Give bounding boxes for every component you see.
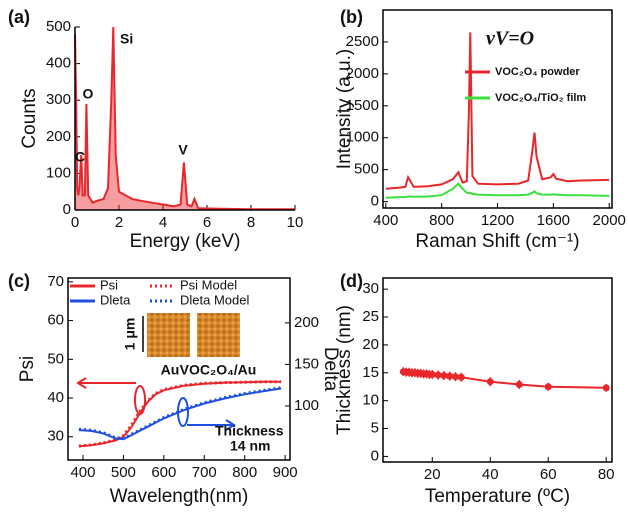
panel-label: (d) — [340, 271, 363, 291]
x-tick-label: 400 — [373, 212, 398, 229]
afm-image — [147, 313, 190, 357]
annotation: Thickness — [215, 423, 284, 439]
y-tick-label: 5 — [371, 420, 379, 437]
y-tick-label: 40 — [47, 389, 64, 406]
panel-label: (b) — [340, 7, 363, 27]
y-tick-label: 0 — [371, 447, 379, 464]
panel-label: (c) — [8, 271, 30, 291]
y-tick-label: 15 — [362, 364, 379, 381]
marker — [458, 374, 465, 381]
y-tick-label: 0 — [63, 201, 71, 218]
annotation: Au — [161, 362, 180, 378]
y-tick-label: 2500 — [346, 33, 379, 50]
legend-label: Dleta — [100, 292, 131, 307]
y-tick-label: 400 — [46, 55, 71, 72]
legend-label: Psi — [100, 277, 118, 292]
y-tick-label: 0 — [371, 193, 379, 210]
y-tick-label: 500 — [46, 18, 71, 35]
figure: (a)Energy (keV)Counts0246810010020030040… — [0, 0, 628, 513]
marker — [487, 378, 494, 385]
annotation: C — [75, 149, 85, 165]
x-tick-label: 6 — [203, 214, 211, 231]
y-tick-label: 25 — [362, 308, 379, 325]
panel-label: (a) — [8, 7, 30, 27]
x-tick-label: 500 — [111, 464, 136, 481]
marker — [603, 384, 610, 391]
x-tick-label: 10 — [287, 214, 304, 231]
x-tick-label: 1200 — [481, 212, 514, 229]
y-axis-label: Psi — [17, 356, 38, 382]
marker — [545, 383, 552, 390]
x-tick-label: 2 — [115, 214, 123, 231]
x-axis-label: Wavelength(nm) — [110, 486, 249, 507]
y-tick-label: 20 — [362, 336, 379, 353]
x-axis-label: Raman Shift (cm⁻¹) — [415, 231, 579, 252]
y-tick-label: 100 — [46, 164, 71, 181]
y-tick-label: 2000 — [346, 65, 379, 82]
annotation: Si — [120, 31, 133, 47]
x-tick-label: 800 — [232, 464, 257, 481]
annotation: 14 nm — [230, 438, 270, 454]
y-tick-label: 30 — [47, 428, 64, 445]
y-tick-label: 300 — [46, 91, 71, 108]
x-tick-label: 1600 — [537, 212, 570, 229]
y-tick-label: 1000 — [346, 129, 379, 146]
afm-image — [197, 313, 240, 357]
x-tick-label: 8 — [247, 214, 255, 231]
x-tick-label: 400 — [70, 464, 95, 481]
x-tick-label: 900 — [273, 464, 298, 481]
y-tick-label: 50 — [47, 350, 64, 367]
y2-tick-label: 200 — [294, 314, 319, 331]
x-axis-label: Energy (keV) — [130, 231, 241, 252]
y-axis-label: Counts — [19, 88, 40, 148]
x-tick-label: 0 — [71, 214, 79, 231]
x-tick-label: 800 — [429, 212, 454, 229]
annotation: V — [178, 142, 188, 158]
legend-label: Dleta Model — [180, 292, 249, 307]
y-tick-label: 60 — [47, 312, 64, 329]
y-tick-label: 500 — [354, 161, 379, 178]
y-tick-label: 70 — [47, 273, 64, 290]
line — [386, 32, 609, 188]
annotation: VOC₂O₄/Au — [180, 362, 257, 378]
y-tick-label: 200 — [46, 128, 71, 145]
y-axis-label: Thickness (nm) — [334, 305, 355, 435]
annotation: νV=O — [486, 28, 534, 50]
legend-label: VOC₂O₄ powder — [495, 66, 580, 78]
y2-tick-label: 150 — [294, 355, 319, 372]
y-tick-label: 1500 — [346, 97, 379, 114]
x-tick-label: 4 — [159, 214, 167, 231]
y-tick-label: 10 — [362, 392, 379, 409]
line — [75, 27, 295, 209]
x-tick-label: 60 — [540, 466, 557, 483]
y-tick-label: 30 — [362, 280, 379, 297]
y2-tick-label: 100 — [294, 397, 319, 414]
x-tick-label: 80 — [598, 466, 615, 483]
x-tick-label: 600 — [151, 464, 176, 481]
annotation: 1 μm — [122, 318, 138, 351]
x-tick-label: 40 — [482, 466, 499, 483]
x-tick-label: 700 — [192, 464, 217, 481]
legend-label: Psi Model — [180, 277, 237, 292]
x-tick-label: 20 — [424, 466, 441, 483]
annotation: O — [83, 86, 94, 102]
legend-label: VOC₂O₄/TiO₂ film — [495, 92, 586, 104]
marker — [516, 381, 523, 388]
x-axis-label: Temperature (ºC) — [425, 486, 570, 507]
x-tick-label: 2000 — [593, 212, 626, 229]
